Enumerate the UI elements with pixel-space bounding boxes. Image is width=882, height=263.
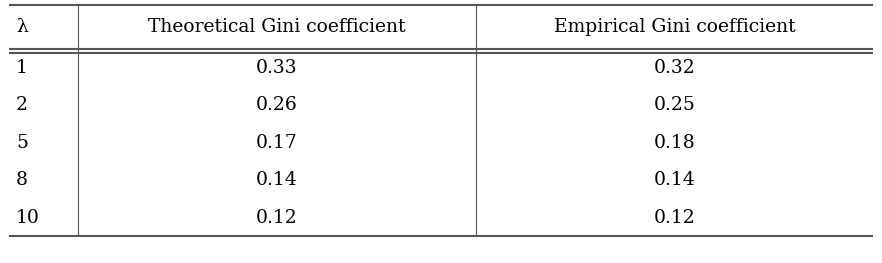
Text: 5: 5 bbox=[16, 134, 28, 152]
Text: 0.26: 0.26 bbox=[256, 97, 297, 114]
Text: 0.18: 0.18 bbox=[654, 134, 695, 152]
Text: 1: 1 bbox=[16, 59, 27, 77]
Text: 0.25: 0.25 bbox=[654, 97, 695, 114]
Text: 10: 10 bbox=[16, 209, 40, 227]
Text: 8: 8 bbox=[16, 171, 28, 189]
Text: 0.14: 0.14 bbox=[256, 171, 297, 189]
Text: 0.14: 0.14 bbox=[654, 171, 695, 189]
Text: 0.32: 0.32 bbox=[654, 59, 695, 77]
Text: 0.17: 0.17 bbox=[256, 134, 297, 152]
Text: 2: 2 bbox=[16, 97, 28, 114]
Text: Theoretical Gini coefficient: Theoretical Gini coefficient bbox=[148, 18, 406, 36]
Text: 0.12: 0.12 bbox=[256, 209, 297, 227]
Text: Empirical Gini coefficient: Empirical Gini coefficient bbox=[554, 18, 796, 36]
Text: 0.12: 0.12 bbox=[654, 209, 695, 227]
Text: λ: λ bbox=[16, 18, 27, 36]
Text: 0.33: 0.33 bbox=[256, 59, 297, 77]
